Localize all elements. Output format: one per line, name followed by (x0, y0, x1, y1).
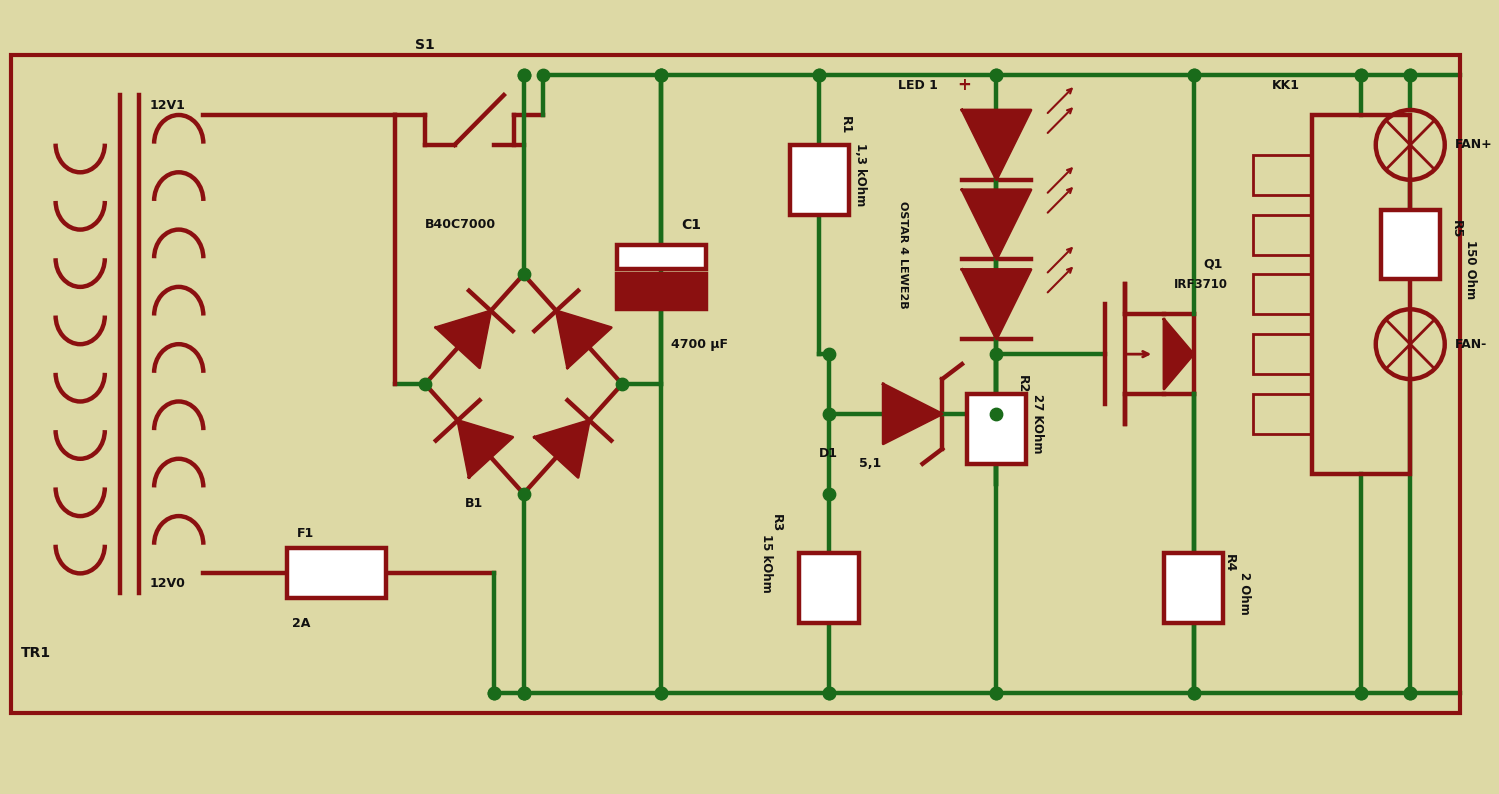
Point (1181, 687, 1205, 700)
Polygon shape (1163, 319, 1193, 389)
Point (1349, 69, 1373, 82)
Text: 15 kOhm: 15 kOhm (760, 534, 773, 593)
Polygon shape (556, 310, 612, 368)
Point (985, 348, 1009, 360)
Text: B40C7000: B40C7000 (426, 218, 496, 231)
Polygon shape (962, 110, 1031, 179)
Point (649, 69, 673, 82)
Point (806, 69, 830, 82)
Text: R5: R5 (1450, 221, 1463, 239)
Point (1399, 687, 1423, 700)
Point (1399, 69, 1423, 82)
Bar (1312, 115, 1411, 474)
Point (414, 378, 438, 391)
Text: KK1: KK1 (1273, 79, 1300, 91)
Bar (288, 549, 385, 599)
Polygon shape (436, 310, 490, 368)
Bar (1253, 394, 1312, 434)
Text: 2 Ohm: 2 Ohm (1238, 572, 1250, 615)
Point (610, 378, 634, 391)
Point (817, 687, 841, 700)
Point (649, 687, 673, 700)
Bar (790, 145, 848, 214)
Point (1349, 687, 1373, 700)
Bar (1381, 210, 1441, 279)
Text: 27 KOhm: 27 KOhm (1031, 394, 1043, 453)
Point (985, 69, 1009, 82)
Point (511, 69, 535, 82)
Text: TR1: TR1 (21, 646, 51, 660)
Point (483, 687, 507, 700)
Text: 4700 µF: 4700 µF (672, 337, 729, 351)
Bar (1163, 553, 1223, 623)
Point (817, 488, 841, 500)
Point (1399, 69, 1423, 82)
Point (817, 407, 841, 420)
Text: F1: F1 (297, 527, 315, 540)
Text: Q1: Q1 (1204, 258, 1223, 271)
Point (985, 407, 1009, 420)
Bar (618, 275, 706, 310)
Text: R3: R3 (770, 515, 782, 533)
Point (1181, 69, 1205, 82)
Text: FAN-: FAN- (1454, 337, 1487, 351)
Bar (618, 245, 706, 269)
Point (1349, 687, 1373, 700)
Text: S1: S1 (415, 38, 435, 52)
Text: +: + (956, 76, 971, 94)
Point (511, 687, 535, 700)
Bar (1253, 275, 1312, 314)
Text: OSTAR 4 LEWE2B: OSTAR 4 LEWE2B (898, 201, 908, 308)
Point (511, 268, 535, 281)
Point (985, 687, 1009, 700)
Text: R1: R1 (839, 116, 851, 134)
Point (1181, 687, 1205, 700)
Polygon shape (457, 420, 513, 477)
Text: C1: C1 (681, 218, 702, 232)
Text: R4: R4 (1223, 554, 1237, 572)
Bar (799, 553, 859, 623)
Point (531, 69, 555, 82)
Bar (967, 394, 1025, 464)
Bar (1253, 334, 1312, 374)
Point (649, 687, 673, 700)
Point (649, 69, 673, 82)
Point (817, 348, 841, 360)
Polygon shape (962, 190, 1031, 260)
Text: 150 Ohm: 150 Ohm (1465, 240, 1478, 299)
Polygon shape (962, 269, 1031, 339)
Text: IRF3710: IRF3710 (1174, 278, 1228, 291)
Text: 2A: 2A (292, 617, 310, 630)
Bar (1253, 155, 1312, 195)
Point (483, 687, 507, 700)
Point (511, 69, 535, 82)
Point (1349, 69, 1373, 82)
Point (649, 69, 673, 82)
Bar (1253, 214, 1312, 255)
Point (817, 687, 841, 700)
Point (1181, 69, 1205, 82)
Point (511, 687, 535, 700)
Polygon shape (883, 384, 943, 444)
Text: D1: D1 (818, 447, 838, 461)
Point (985, 69, 1009, 82)
Text: FAN+: FAN+ (1454, 138, 1493, 152)
Point (511, 687, 535, 700)
Point (511, 488, 535, 500)
Text: LED 1: LED 1 (898, 79, 938, 91)
Bar (10, 56, 1460, 713)
Text: 5,1: 5,1 (859, 457, 881, 470)
Text: R2: R2 (1016, 375, 1030, 393)
Text: 12V0: 12V0 (150, 577, 184, 590)
Point (1399, 687, 1423, 700)
Text: 1,3 kOhm: 1,3 kOhm (853, 143, 866, 206)
Text: B1: B1 (465, 497, 483, 510)
Point (806, 69, 830, 82)
Text: 12V1: 12V1 (150, 98, 184, 111)
Polygon shape (534, 420, 589, 477)
Point (985, 687, 1009, 700)
